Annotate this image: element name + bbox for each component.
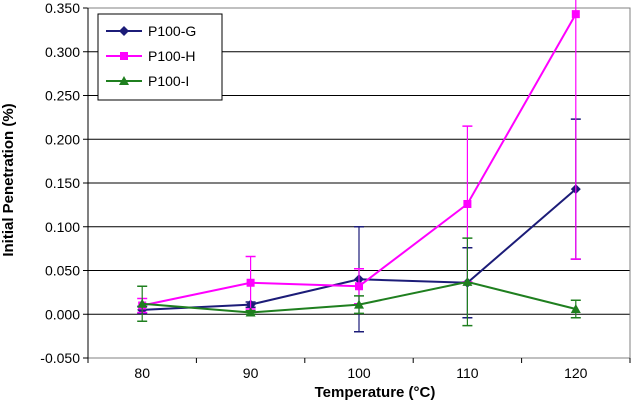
legend-label: P100-H bbox=[148, 48, 195, 64]
legend-label: P100-G bbox=[148, 23, 196, 39]
legend-marker bbox=[119, 26, 129, 36]
y-tick-label: 0.250 bbox=[45, 88, 80, 104]
data-point bbox=[246, 278, 255, 287]
data-point bbox=[245, 307, 256, 317]
y-tick-label: 0.200 bbox=[45, 131, 80, 147]
x-tick-label: 110 bbox=[456, 365, 479, 381]
legend-marker bbox=[120, 52, 128, 60]
y-tick-label: 0.300 bbox=[45, 44, 80, 60]
y-tick-label: -0.050 bbox=[40, 350, 80, 366]
legend: P100-G P100-H P100-I bbox=[97, 13, 223, 101]
data-point bbox=[354, 299, 364, 309]
axes bbox=[83, 7, 631, 363]
y-tick-label: 0.100 bbox=[45, 219, 80, 235]
series-p100-i bbox=[137, 237, 581, 327]
y-tick-label: 0.050 bbox=[45, 263, 80, 279]
x-axis-title: Temperature (°C) bbox=[315, 384, 436, 401]
data-point bbox=[462, 276, 473, 286]
y-tick-label: 0.000 bbox=[45, 306, 80, 322]
y-axis-title: Initial Penetration (%) bbox=[0, 103, 17, 256]
series-layer bbox=[137, 0, 581, 333]
data-point bbox=[137, 298, 148, 308]
data-point bbox=[463, 200, 472, 208]
y-tick-label: 0.150 bbox=[45, 175, 80, 191]
tick-labels: -0.050 0.000 0.050 0.100 0.150 0.200 0.250 0.30… bbox=[40, 0, 587, 381]
data-point bbox=[355, 282, 363, 291]
y-tick-label: 0.350 bbox=[45, 0, 80, 16]
x-tick-label: 100 bbox=[347, 365, 371, 381]
x-tick-label: 120 bbox=[564, 365, 588, 381]
data-point bbox=[571, 10, 580, 19]
x-tick-label: 90 bbox=[243, 365, 259, 381]
x-tick-label: 80 bbox=[134, 365, 150, 381]
data-point bbox=[570, 304, 581, 313]
legend-label: P100-I bbox=[148, 73, 189, 89]
legend-marker bbox=[119, 76, 129, 85]
